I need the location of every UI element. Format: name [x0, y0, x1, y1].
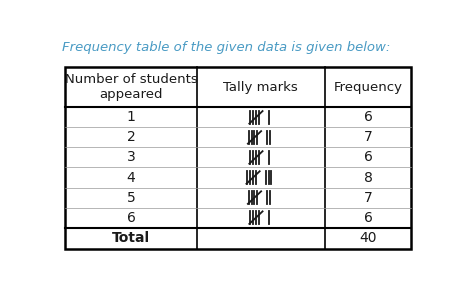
Text: 6: 6	[364, 211, 372, 225]
Text: 2: 2	[126, 131, 135, 144]
Text: Number of students
appeared: Number of students appeared	[65, 73, 198, 101]
Text: 6: 6	[364, 110, 372, 124]
Text: 6: 6	[364, 150, 372, 165]
Text: 3: 3	[126, 150, 135, 165]
Text: Frequency table of the given data is given below:: Frequency table of the given data is giv…	[62, 41, 390, 54]
Text: 5: 5	[126, 191, 135, 205]
Text: Frequency: Frequency	[333, 81, 403, 94]
Text: 6: 6	[126, 211, 135, 225]
Text: Total: Total	[112, 231, 150, 245]
Text: 40: 40	[359, 231, 377, 245]
Text: 7: 7	[364, 131, 372, 144]
Text: Tally marks: Tally marks	[223, 81, 298, 94]
Text: 7: 7	[364, 191, 372, 205]
Text: 4: 4	[126, 170, 135, 184]
Text: 1: 1	[126, 110, 135, 124]
Text: 8: 8	[364, 170, 372, 184]
